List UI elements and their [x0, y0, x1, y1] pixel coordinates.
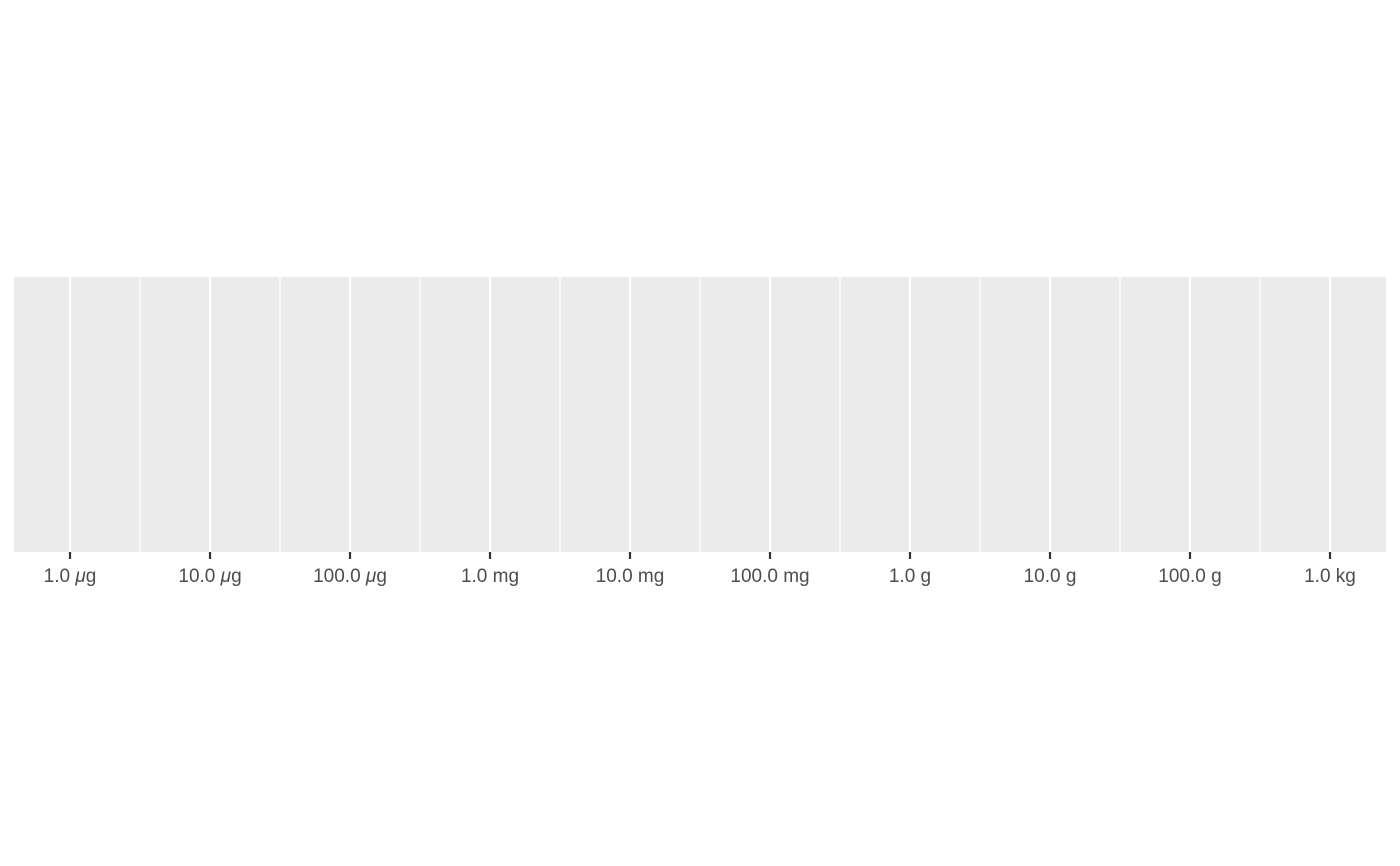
x-tick-label-prefix: μ — [74, 566, 86, 587]
x-tick-label: 1.0 kg — [1304, 566, 1356, 587]
x-tick-label-value: 100.0 — [313, 566, 366, 587]
x-tick-label-prefix: μ — [220, 566, 232, 587]
x-tick-label: 100.0 mg — [730, 566, 809, 587]
x-tick-label: 100.0 μg — [313, 566, 387, 587]
x-tick-label-value: 10.0 — [178, 566, 220, 587]
x-tick-label-value: 1.0 g — [889, 566, 931, 587]
x-tick-label-unit: g — [231, 566, 242, 587]
x-tick-label-value: 100.0 mg — [730, 566, 809, 587]
x-tick-label: 1.0 mg — [461, 566, 519, 587]
x-tick-label: 1.0 g — [889, 566, 931, 587]
x-tick-label-unit: g — [376, 566, 387, 587]
x-tick-label: 10.0 μg — [178, 566, 241, 587]
x-tick-label-value: 1.0 — [44, 566, 76, 587]
x-axis-tick-labels: 1.0 μg 10.0 μg 100.0 μg 1.0 mg 10.0 mg 100.0 … — [44, 566, 1356, 587]
x-tick-label: 10.0 g — [1024, 566, 1077, 587]
x-tick-label-value: 1.0 kg — [1304, 566, 1356, 587]
x-axis-ticks — [68, 552, 1332, 559]
x-tick-label-value: 10.0 g — [1024, 566, 1077, 587]
x-tick-label: 1.0 μg — [44, 566, 97, 587]
x-tick-label: 10.0 mg — [596, 566, 665, 587]
x-tick-label-value: 1.0 mg — [461, 566, 519, 587]
x-tick-label: 100.0 g — [1158, 566, 1221, 587]
x-tick-label-prefix: μ — [365, 566, 377, 587]
x-tick-label-value: 100.0 g — [1158, 566, 1221, 587]
minor-gridlines — [139, 277, 1261, 552]
major-gridlines — [68, 277, 1332, 552]
x-tick-label-unit: g — [86, 566, 97, 587]
x-tick-label-value: 10.0 mg — [596, 566, 665, 587]
